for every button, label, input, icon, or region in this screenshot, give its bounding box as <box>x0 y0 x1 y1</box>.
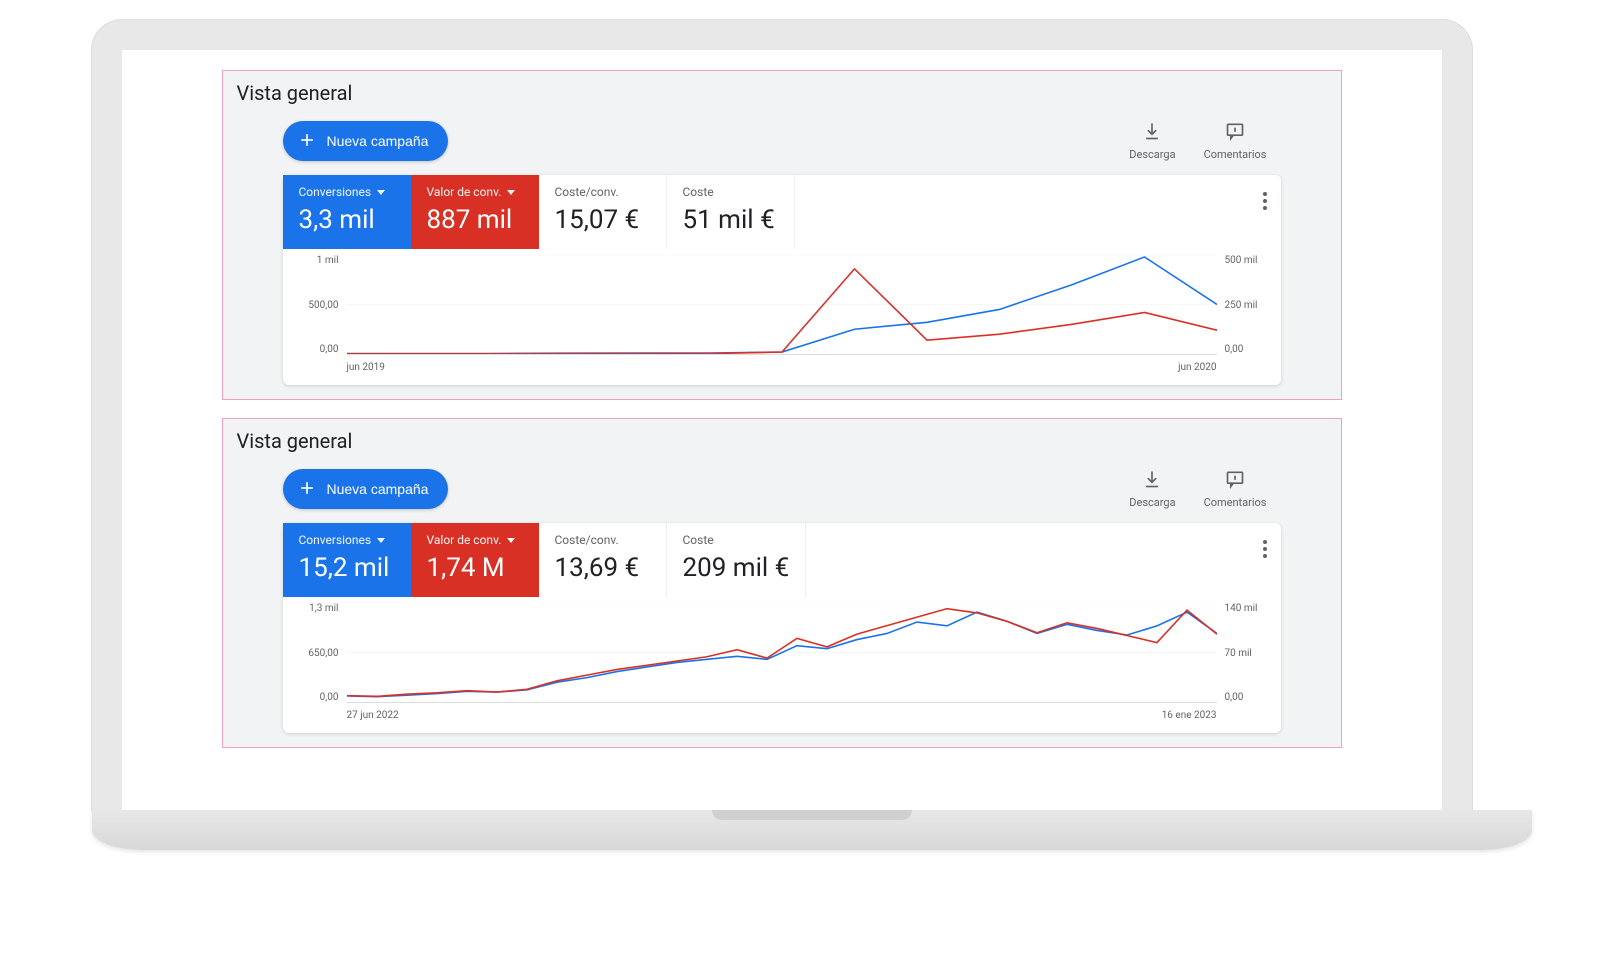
caret-down-icon <box>377 538 385 543</box>
y-left-tick: 650,00 <box>301 648 339 659</box>
metric-label-text: Valor de conv. <box>427 185 502 199</box>
metric-label: Conversiones <box>299 533 395 547</box>
x-label-start: 27 jun 2022 <box>347 710 399 721</box>
comments-action[interactable]: Comentarios <box>1190 121 1281 161</box>
metric-value: 51 mil € <box>683 205 778 235</box>
new-campaign-label: Nueva campaña <box>327 481 429 497</box>
metric-value: 1,74 M <box>427 553 523 583</box>
chart-area: 1,3 mil 650,00 0,00 140 mil 70 mil 0,00 27 jun… <box>283 597 1281 733</box>
x-axis: 27 jun 2022 16 ene 2023 <box>347 710 1217 721</box>
screen-content: Vista general Nueva campaña Descarga Coment… <box>122 50 1442 810</box>
metric-label: Valor de conv. <box>427 185 523 199</box>
plus-icon <box>297 130 317 153</box>
laptop-notch <box>712 810 912 820</box>
y-axis-right: 140 mil 70 mil 0,00 <box>1221 603 1263 703</box>
x-label-end: jun 2020 <box>1178 362 1216 373</box>
y-left-tick: 1 mil <box>301 255 339 266</box>
metric-blue[interactable]: Conversiones 3,3 mil <box>283 175 411 249</box>
metric-value: 13,69 € <box>555 553 650 583</box>
download-label: Descarga <box>1129 148 1175 161</box>
y-axis-left: 1,3 mil 650,00 0,00 <box>301 603 343 703</box>
x-label-start: jun 2019 <box>347 362 385 373</box>
metric-label: Valor de conv. <box>427 533 523 547</box>
comments-label: Comentarios <box>1204 148 1267 161</box>
metric-white: Coste/conv. 13,69 € <box>539 523 667 597</box>
metric-label: Conversiones <box>299 185 395 199</box>
metrics-card: Conversiones 15,2 mil Valor de conv. 1,74 M… <box>283 523 1281 733</box>
metrics-card: Conversiones 3,3 mil Valor de conv. 887 mil… <box>283 175 1281 385</box>
overview-panel: Vista general Nueva campaña Descarga Coment… <box>222 418 1342 748</box>
y-left-tick: 1,3 mil <box>301 603 339 614</box>
y-left-tick: 0,00 <box>301 344 339 355</box>
y-axis-left: 1 mil 500,00 0,00 <box>301 255 343 355</box>
panel-toolbar: Nueva campaña Descarga Comentarios <box>223 111 1341 175</box>
metric-label: Coste/conv. <box>555 533 650 547</box>
laptop-base <box>92 810 1532 850</box>
panel-title: Vista general <box>223 419 1341 459</box>
metric-value: 209 mil € <box>683 553 790 583</box>
metrics-row: Conversiones 3,3 mil Valor de conv. 887 mil… <box>283 175 1281 249</box>
comment-icon <box>1225 121 1245 144</box>
metric-value: 15,07 € <box>555 205 650 235</box>
panel-title: Vista general <box>223 71 1341 111</box>
y-right-tick: 70 mil <box>1225 648 1263 659</box>
metric-value: 3,3 mil <box>299 205 395 235</box>
download-icon <box>1142 121 1162 144</box>
metric-red[interactable]: Valor de conv. 1,74 M <box>411 523 539 597</box>
laptop-frame: Vista general Nueva campaña Descarga Coment… <box>92 20 1472 810</box>
metric-white: Coste 51 mil € <box>667 175 795 249</box>
caret-down-icon <box>507 190 515 195</box>
new-campaign-button[interactable]: Nueva campaña <box>283 469 449 509</box>
x-label-end: 16 ene 2023 <box>1162 710 1217 721</box>
panel-toolbar: Nueva campaña Descarga Comentarios <box>223 459 1341 523</box>
metric-label: Coste/conv. <box>555 185 650 199</box>
y-right-tick: 0,00 <box>1225 692 1263 703</box>
metric-white: Coste/conv. 15,07 € <box>539 175 667 249</box>
metric-value: 15,2 mil <box>299 553 395 583</box>
metric-label-text: Coste <box>683 185 714 199</box>
chart-area: 1 mil 500,00 0,00 500 mil 250 mil 0,00 jun 201… <box>283 249 1281 385</box>
metric-label: Coste <box>683 185 778 199</box>
y-right-tick: 250 mil <box>1225 300 1263 311</box>
kebab-menu-icon[interactable] <box>1263 189 1267 213</box>
y-right-tick: 0,00 <box>1225 344 1263 355</box>
download-action[interactable]: Descarga <box>1115 121 1189 161</box>
y-right-tick: 140 mil <box>1225 603 1263 614</box>
chart-plot <box>347 603 1217 703</box>
plus-icon <box>297 478 317 501</box>
metric-label-text: Valor de conv. <box>427 533 502 547</box>
y-axis-right: 500 mil 250 mil 0,00 <box>1221 255 1263 355</box>
download-action[interactable]: Descarga <box>1115 469 1189 509</box>
comment-icon <box>1225 469 1245 492</box>
metric-label-text: Conversiones <box>299 533 372 547</box>
metric-label-text: Conversiones <box>299 185 372 199</box>
y-left-tick: 0,00 <box>301 692 339 703</box>
comments-label: Comentarios <box>1204 496 1267 509</box>
caret-down-icon <box>377 190 385 195</box>
metric-label-text: Coste/conv. <box>555 533 619 547</box>
y-left-tick: 500,00 <box>301 300 339 311</box>
comments-action[interactable]: Comentarios <box>1190 469 1281 509</box>
download-icon <box>1142 469 1162 492</box>
download-label: Descarga <box>1129 496 1175 509</box>
new-campaign-label: Nueva campaña <box>327 133 429 149</box>
chart-plot <box>347 255 1217 355</box>
metric-red[interactable]: Valor de conv. 887 mil <box>411 175 539 249</box>
metric-white: Coste 209 mil € <box>667 523 807 597</box>
metric-value: 887 mil <box>427 205 523 235</box>
caret-down-icon <box>507 538 515 543</box>
metric-label: Coste <box>683 533 790 547</box>
metric-blue[interactable]: Conversiones 15,2 mil <box>283 523 411 597</box>
metric-label-text: Coste/conv. <box>555 185 619 199</box>
new-campaign-button[interactable]: Nueva campaña <box>283 121 449 161</box>
x-axis: jun 2019 jun 2020 <box>347 362 1217 373</box>
metric-label-text: Coste <box>683 533 714 547</box>
y-right-tick: 500 mil <box>1225 255 1263 266</box>
metrics-row: Conversiones 15,2 mil Valor de conv. 1,74 M… <box>283 523 1281 597</box>
overview-panel: Vista general Nueva campaña Descarga Coment… <box>222 70 1342 400</box>
kebab-menu-icon[interactable] <box>1263 537 1267 561</box>
